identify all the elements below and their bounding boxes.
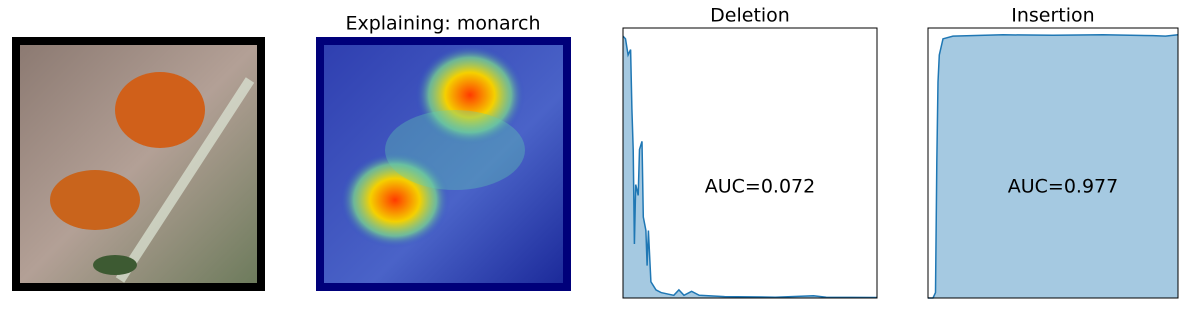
chart-title: Insertion bbox=[1011, 5, 1094, 27]
axes-frame bbox=[622, 27, 878, 299]
curve bbox=[622, 35, 878, 299]
auc-annotation: AUC=0.977 bbox=[1008, 176, 1118, 198]
axes-frame bbox=[927, 27, 1179, 299]
area-fill bbox=[928, 34, 1178, 299]
curve bbox=[928, 34, 1179, 299]
panel-title: Explaining: monarch bbox=[345, 13, 540, 35]
auc-annotation: AUC=0.072 bbox=[705, 176, 815, 198]
area-fill bbox=[623, 36, 877, 298]
input-image bbox=[12, 37, 265, 291]
chart-title: Deletion bbox=[710, 5, 790, 27]
saliency-map: Explaining: monarch bbox=[316, 13, 571, 291]
